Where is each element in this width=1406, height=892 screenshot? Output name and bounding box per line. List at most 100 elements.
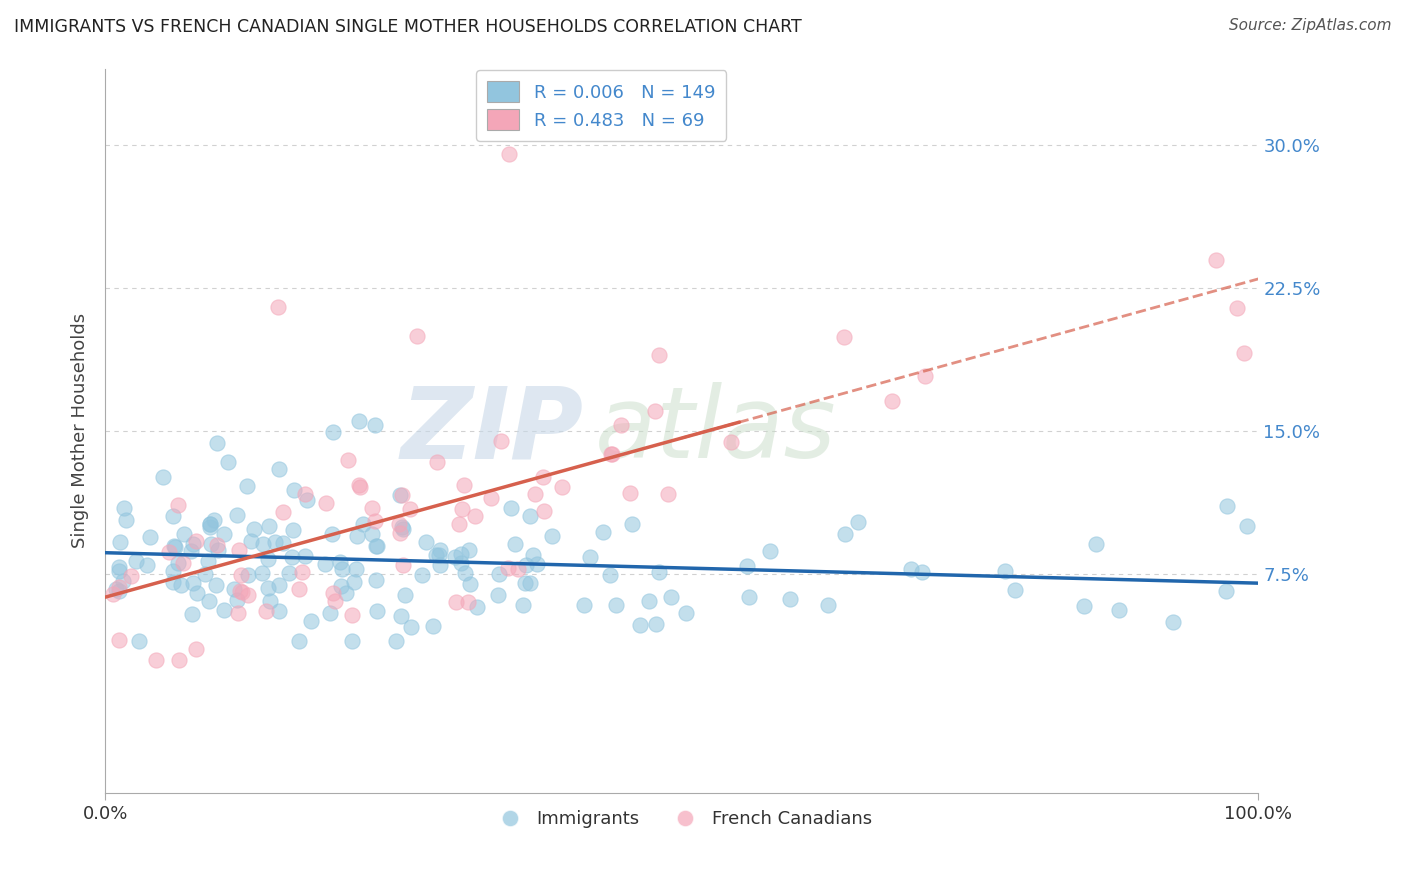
Point: [515, 558, 537, 573]
Point: [540, 529, 562, 543]
Point: [342, 633, 364, 648]
Point: [252, 537, 274, 551]
Point: [499, 501, 522, 516]
Point: [329, 555, 352, 569]
Point: [415, 535, 437, 549]
Point: [319, 606, 342, 620]
Point: [427, 548, 450, 562]
Point: [180, 543, 202, 558]
Point: [181, 576, 204, 591]
Point: [349, 478, 371, 492]
Point: [513, 575, 536, 590]
Point: [277, 566, 299, 580]
Point: [1004, 582, 1026, 597]
Point: [1073, 599, 1095, 613]
Point: [271, 505, 294, 519]
Point: [621, 516, 644, 531]
Point: [198, 517, 221, 532]
Point: [832, 329, 855, 343]
Point: [186, 586, 208, 600]
Point: [162, 564, 184, 578]
Point: [226, 508, 249, 522]
Point: [288, 582, 311, 597]
Point: [236, 588, 259, 602]
Point: [1226, 301, 1249, 315]
Point: [198, 594, 221, 608]
Point: [291, 565, 314, 579]
Point: [162, 574, 184, 589]
Point: [465, 600, 488, 615]
Point: [759, 544, 782, 558]
Point: [388, 517, 411, 532]
Point: [489, 434, 512, 449]
Point: [647, 566, 669, 580]
Point: [267, 300, 290, 314]
Point: [184, 534, 207, 549]
Point: [533, 503, 555, 517]
Point: [217, 455, 239, 469]
Point: [322, 586, 344, 600]
Point: [600, 447, 623, 461]
Point: [1161, 615, 1184, 629]
Point: [197, 554, 219, 568]
Point: [364, 515, 387, 529]
Point: [269, 604, 291, 618]
Point: [224, 582, 246, 597]
Point: [295, 492, 318, 507]
Point: [523, 487, 546, 501]
Point: [637, 594, 659, 608]
Point: [163, 539, 186, 553]
Point: [346, 529, 368, 543]
Point: [170, 578, 193, 592]
Point: [498, 147, 520, 161]
Point: [657, 487, 679, 501]
Point: [361, 526, 384, 541]
Point: [322, 425, 344, 439]
Point: [167, 556, 190, 570]
Point: [388, 526, 411, 541]
Point: [136, 558, 159, 572]
Point: [236, 568, 259, 582]
Point: [496, 561, 519, 575]
Point: [526, 558, 548, 572]
Point: [145, 653, 167, 667]
Point: [353, 516, 375, 531]
Point: [644, 403, 666, 417]
Point: [1215, 583, 1237, 598]
Point: [737, 559, 759, 574]
Point: [330, 561, 353, 575]
Point: [450, 556, 472, 570]
Point: [337, 453, 360, 467]
Point: [645, 616, 668, 631]
Text: atlas: atlas: [595, 383, 837, 479]
Point: [599, 568, 621, 582]
Point: [779, 591, 801, 606]
Point: [1216, 499, 1239, 513]
Point: [464, 508, 486, 523]
Point: [250, 566, 273, 581]
Point: [880, 394, 903, 409]
Point: [169, 653, 191, 667]
Point: [299, 615, 322, 629]
Point: [1108, 602, 1130, 616]
Point: [512, 598, 534, 612]
Point: [256, 582, 278, 596]
Point: [503, 536, 526, 550]
Point: [425, 549, 447, 563]
Point: [269, 578, 291, 592]
Point: [103, 587, 125, 601]
Point: [254, 604, 277, 618]
Point: [108, 564, 131, 578]
Point: [994, 565, 1017, 579]
Point: [172, 556, 194, 570]
Point: [572, 599, 595, 613]
Point: [388, 488, 411, 502]
Point: [1205, 252, 1227, 267]
Point: [226, 607, 249, 621]
Point: [152, 469, 174, 483]
Point: [457, 543, 479, 558]
Point: [256, 552, 278, 566]
Point: [454, 566, 477, 581]
Point: [128, 633, 150, 648]
Point: [609, 418, 631, 433]
